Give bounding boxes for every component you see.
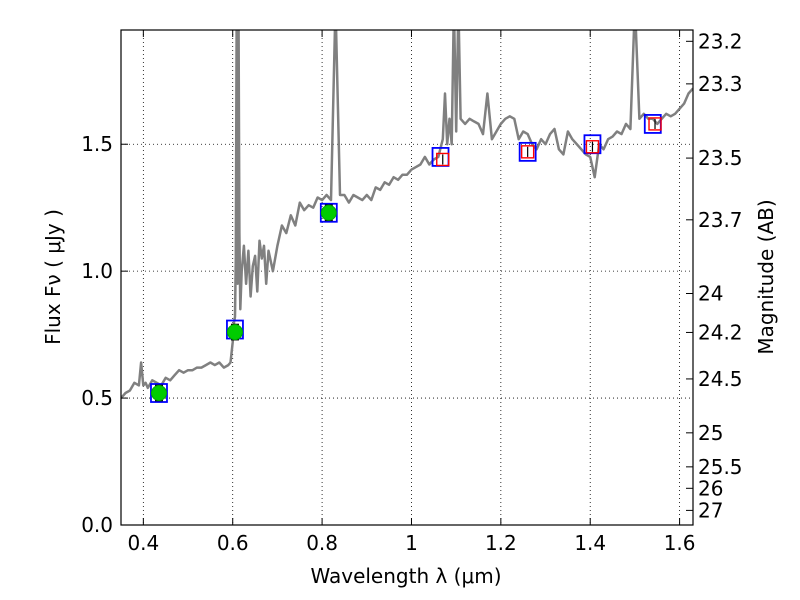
x-tick-label-3: 1 xyxy=(405,531,418,555)
marker-layer xyxy=(150,114,662,403)
x-tick-label-4: 1.2 xyxy=(485,531,517,555)
upper-point-1 xyxy=(520,145,535,159)
x-tick-label-2: 0.8 xyxy=(306,531,338,555)
x-tick-label-5: 1.4 xyxy=(574,531,606,555)
observed-point-2 xyxy=(320,204,337,221)
x-tick-label-0: 0.4 xyxy=(127,531,159,555)
y-tick-label-1: 0.5 xyxy=(81,386,113,410)
plot-frame xyxy=(120,29,694,526)
model-point-4 xyxy=(518,141,537,162)
mag-tick-label-8: 25.5 xyxy=(698,455,743,479)
observed-point-0 xyxy=(150,385,167,401)
y-tick-label-3: 1.5 xyxy=(81,132,113,156)
x-axis-label: Wavelength λ (μm) xyxy=(310,564,501,588)
mag-tick-label-3: 23.7 xyxy=(698,208,743,232)
mag-tick-label-2: 23.5 xyxy=(698,146,743,170)
x-tick-label-1: 0.6 xyxy=(217,531,249,555)
ticks: 0.4 0.6 0.8 1 1.2 1.4 1.6 0.0 0.5 1.0 1.5 23.2 23.3 2… xyxy=(81,29,742,555)
spectrum-line xyxy=(121,30,693,399)
mag-tick-label-9: 26 xyxy=(698,476,723,500)
observed-point-1 xyxy=(226,324,243,341)
x-tick-label-6: 1.6 xyxy=(664,531,696,555)
mag-tick-label-0: 23.2 xyxy=(698,29,743,53)
mag-tick-label-4: 24 xyxy=(698,281,723,305)
mag-tick-label-7: 25 xyxy=(698,421,723,445)
upper-point-2 xyxy=(585,140,600,154)
y-tick-label-2: 1.0 xyxy=(81,259,113,283)
upper-point-3 xyxy=(648,117,662,131)
y-tick-label-0: 0.0 xyxy=(81,513,113,537)
mag-tick-label-6: 24.5 xyxy=(698,367,743,391)
spectrum-layer xyxy=(121,30,693,399)
mag-tick-label-1: 23.3 xyxy=(698,72,743,96)
mag-tick-label-10: 27 xyxy=(698,498,723,522)
axes xyxy=(120,29,694,526)
y-axis-label: Flux Fν ( μJy ) xyxy=(41,209,65,345)
y-axis-right-label: Magnitude (AB) xyxy=(754,199,778,354)
mag-tick-label-5: 24.2 xyxy=(698,320,743,344)
upper-point-0 xyxy=(436,152,450,167)
